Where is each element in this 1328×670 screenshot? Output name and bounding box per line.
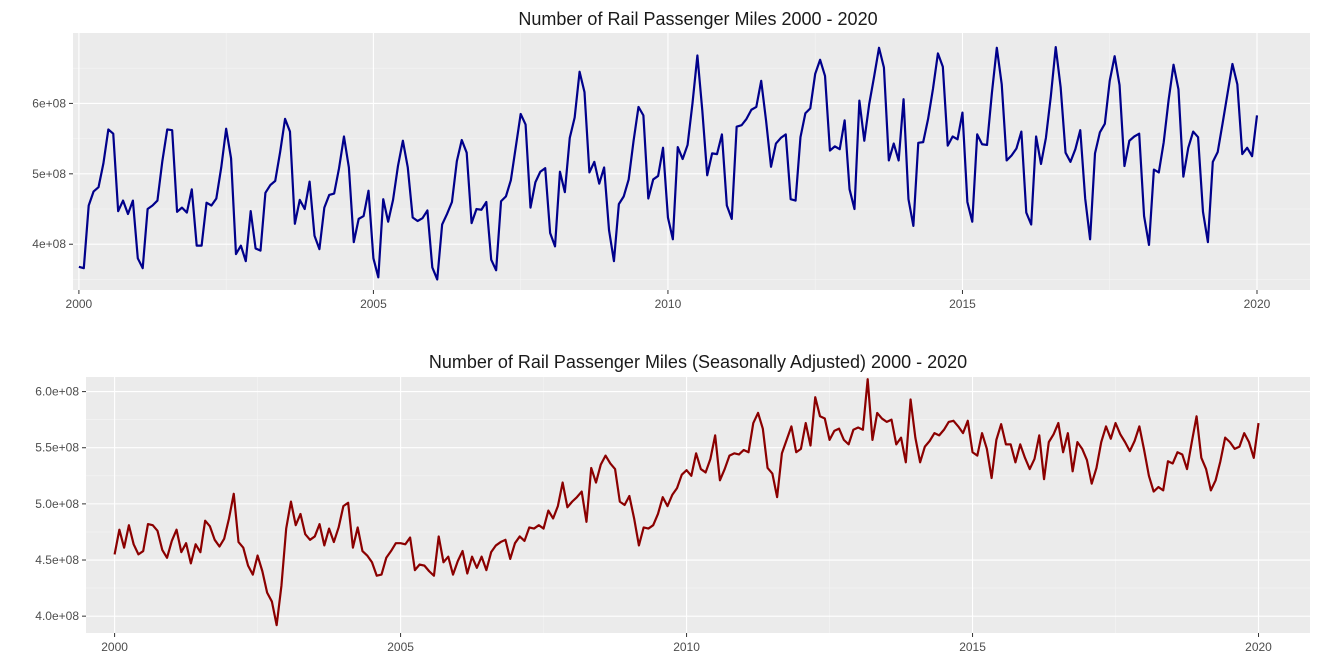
bottom-chart-x-axis: 2000 2005 2010 2015 2020	[101, 633, 1272, 654]
bottom-chart-y-tick-label: 4.5e+08	[35, 553, 79, 567]
top-chart-x-tick-label: 2005	[360, 297, 387, 311]
bottom-chart: Number of Rail Passenger Miles (Seasonal…	[35, 352, 1310, 654]
bottom-chart-y-tick-label: 6.0e+08	[35, 385, 79, 399]
top-chart-x-tick-label: 2000	[66, 297, 93, 311]
bottom-chart-x-tick-label: 2005	[387, 640, 414, 654]
bottom-chart-gridlines	[86, 377, 1310, 633]
bottom-chart-series-line	[113, 378, 1260, 627]
bottom-chart-title: Number of Rail Passenger Miles (Seasonal…	[429, 352, 967, 372]
top-chart: Number of Rail Passenger Miles 2000 - 20…	[32, 9, 1310, 311]
bottom-chart-y-tick-label: 5.5e+08	[35, 441, 79, 455]
bottom-chart-y-axis: 4.0e+08 4.5e+08 5.0e+08 5.5e+08 6.0e+08	[35, 385, 86, 623]
top-chart-y-tick-label: 5e+08	[32, 167, 66, 181]
top-chart-x-axis: 2000 2005 2010 2015 2020	[66, 290, 1271, 311]
top-chart-x-tick-label: 2015	[949, 297, 976, 311]
bottom-chart-x-tick-label: 2000	[101, 640, 128, 654]
bottom-chart-x-tick-label: 2015	[959, 640, 986, 654]
top-chart-y-axis: 4e+08 5e+08 6e+08	[32, 96, 73, 251]
bottom-chart-y-tick-label: 4.0e+08	[35, 609, 79, 623]
bottom-chart-x-tick-label: 2010	[673, 640, 700, 654]
top-chart-x-tick-label: 2010	[655, 297, 682, 311]
top-chart-y-tick-label: 4e+08	[32, 237, 66, 251]
top-chart-series-line	[78, 45, 1259, 281]
top-chart-x-tick-label: 2020	[1244, 297, 1271, 311]
top-chart-title: Number of Rail Passenger Miles 2000 - 20…	[518, 9, 877, 29]
bottom-chart-x-tick-label: 2020	[1245, 640, 1272, 654]
top-chart-y-tick-label: 6e+08	[32, 96, 66, 110]
bottom-chart-plot-area	[86, 377, 1310, 633]
bottom-chart-y-tick-label: 5.0e+08	[35, 497, 79, 511]
